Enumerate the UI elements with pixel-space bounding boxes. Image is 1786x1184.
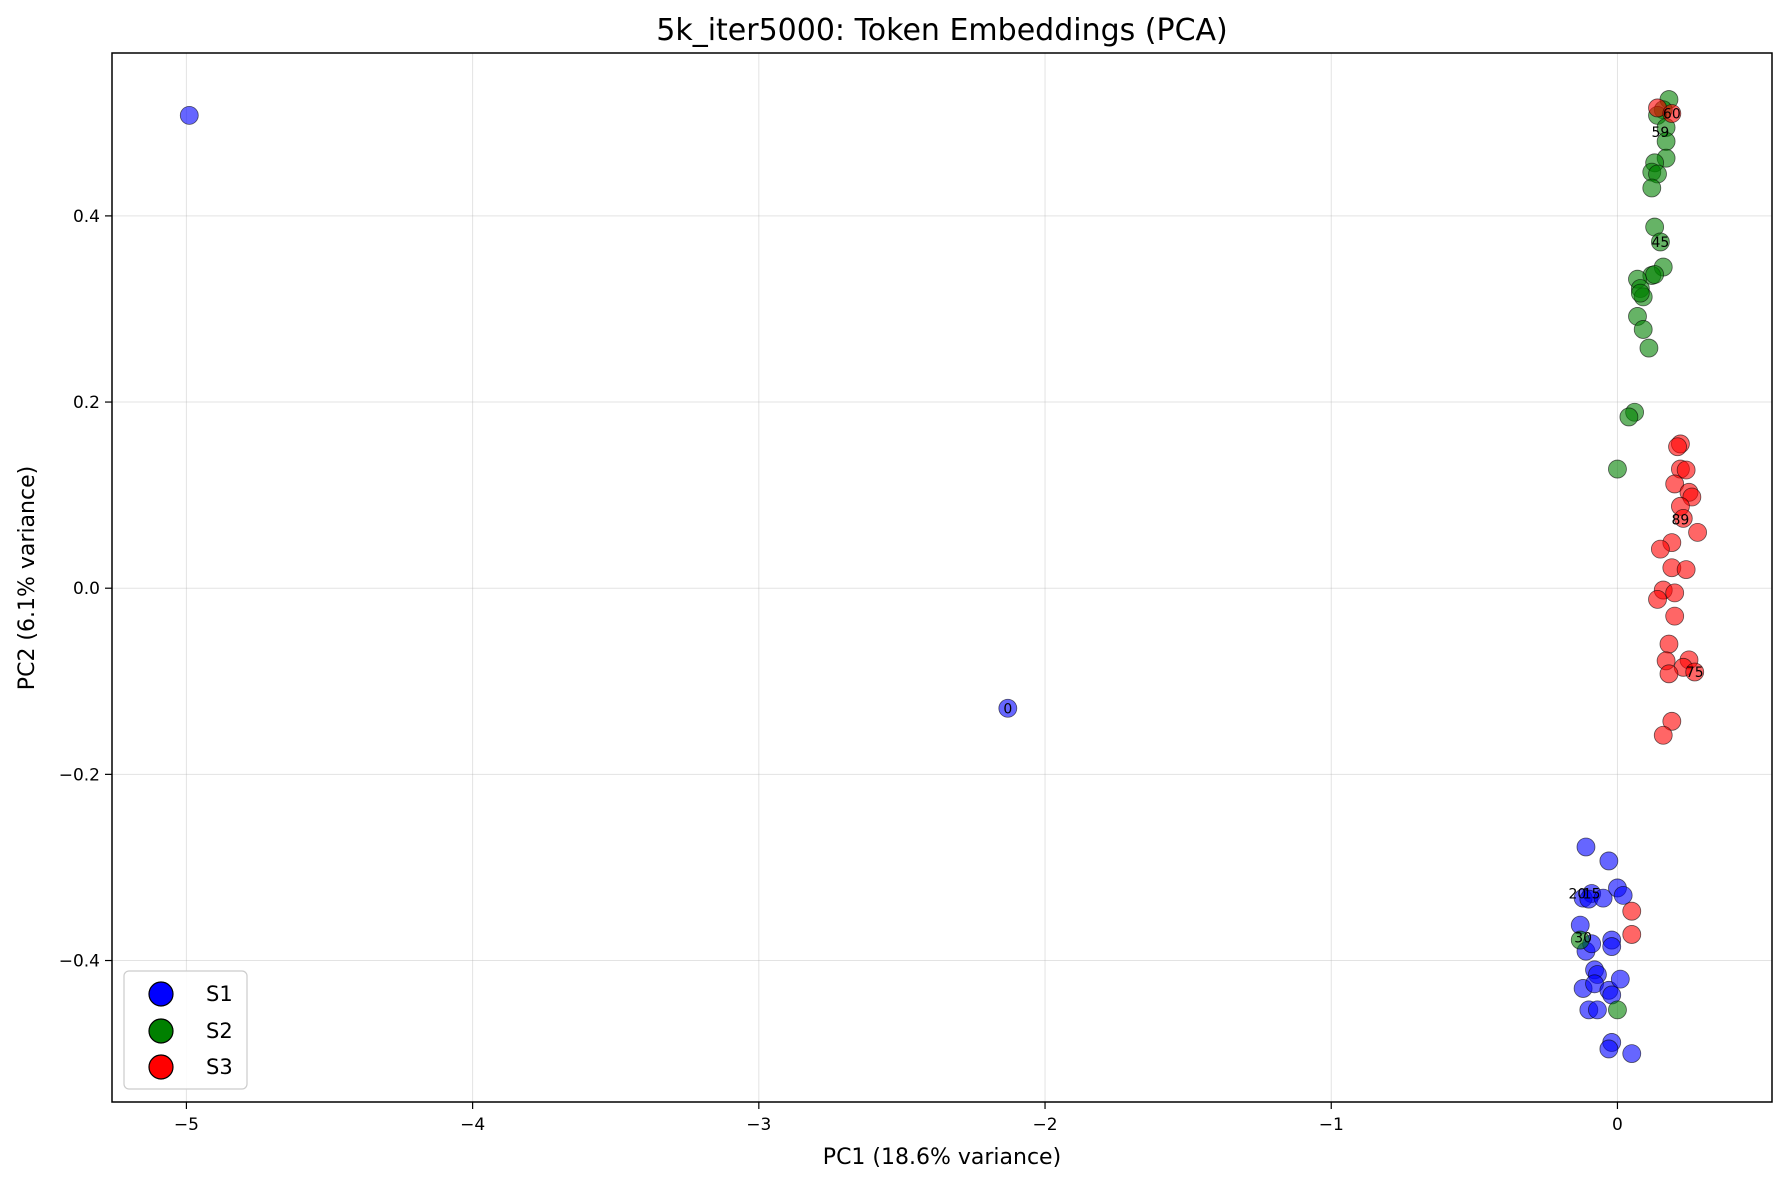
legend-label-s2: S2: [206, 1019, 233, 1043]
data-point-s1: [1622, 1044, 1642, 1063]
y-axis-label: PC2 (6.1% variance): [15, 466, 40, 690]
axis-ticks: −5 −4 −3 −2 −1 0 −0.4 −0.2 0.0 0.2 0.4: [59, 207, 1623, 1135]
legend-label-s3: S3: [206, 1055, 233, 1079]
data-point-s3: [1648, 589, 1667, 609]
data-point-s2: [1645, 265, 1665, 284]
data-point-s1: [1576, 837, 1596, 857]
data-point-s3: [1622, 901, 1642, 921]
data-point-s1: [1593, 888, 1613, 908]
y-tick-label: 0.2: [73, 393, 100, 413]
data-point-s3: [1676, 560, 1696, 579]
legend-marker-s2: [148, 1018, 174, 1044]
legend-marker-s3: [148, 1054, 174, 1080]
data-point-s1: [1610, 969, 1630, 989]
data-point-s2: [1639, 338, 1659, 358]
data-point-s2: [1630, 283, 1650, 303]
data-point-s1: [1602, 937, 1622, 956]
data-point-s3: [1659, 664, 1679, 684]
data-point-s2: [1570, 930, 1590, 950]
y-tick-label: 0.0: [73, 579, 100, 599]
data-point-s3: [1662, 711, 1682, 731]
data-point-s1: [1613, 885, 1633, 905]
data-point-s1: [1599, 851, 1619, 871]
x-tick-label: −3: [746, 1115, 771, 1135]
point-annotation: 0: [1003, 701, 1012, 717]
legend: S1 S2 S3: [123, 970, 248, 1090]
data-point-s3: [1676, 460, 1696, 480]
legend-label-s1: S1: [206, 982, 233, 1006]
point-annotation: 45: [1651, 235, 1669, 251]
data-point-s2: [1633, 320, 1653, 339]
data-point-s1: [179, 105, 199, 125]
y-tick-label: −0.2: [59, 765, 100, 785]
data-point-s3: [1665, 474, 1685, 494]
data-point-s3: [1685, 662, 1705, 682]
point-annotation: 59: [1651, 125, 1669, 141]
x-tick-label: −5: [174, 1115, 199, 1135]
data-point-s3: [1665, 606, 1685, 626]
point-annotation: 15: [1583, 887, 1601, 903]
data-point-s3: [1653, 725, 1673, 745]
point-annotation: 89: [1671, 512, 1689, 528]
point-annotation: 75: [1686, 665, 1704, 681]
point-annotation: 30: [1574, 930, 1592, 946]
data-point-s3: [1665, 583, 1685, 603]
data-point-s1: [1588, 1000, 1607, 1020]
data-point-s2: [1642, 178, 1662, 198]
x-tick-label: −4: [460, 1115, 485, 1135]
data-point-s3: [1659, 634, 1679, 654]
data-point-s3: [1650, 539, 1670, 559]
data-point-s1: [1599, 1039, 1619, 1059]
data-point-s3: [1668, 437, 1687, 457]
data-point-s3: [1688, 522, 1707, 542]
scatter-points: [179, 90, 1707, 1063]
x-tick-label: 0: [1612, 1115, 1623, 1135]
data-point-s2: [1619, 407, 1639, 427]
chart-title: 5k_iter5000: Token Embeddings (PCA): [656, 13, 1228, 48]
x-tick-label: −2: [1033, 1115, 1058, 1135]
data-point-s3: [1662, 104, 1682, 123]
legend-marker-s1: [148, 981, 174, 1007]
data-point-s3: [1622, 925, 1642, 944]
data-point-s2: [1650, 232, 1670, 252]
data-point-s2: [1608, 1000, 1627, 1020]
y-tick-label: −0.4: [59, 952, 100, 972]
y-tick-label: 0.4: [73, 207, 100, 227]
grid-lines: [112, 53, 1772, 1102]
x-axis-label: PC1 (18.6% variance): [823, 1145, 1061, 1170]
point-annotation: 20: [1568, 887, 1586, 903]
plot-frame: [111, 52, 1773, 1103]
data-point-s2: [1608, 459, 1627, 479]
x-tick-label: −1: [1319, 1115, 1344, 1135]
data-point-s3: [1673, 508, 1693, 528]
point-annotation: 60: [1663, 107, 1681, 123]
data-point-s1: [998, 698, 1018, 718]
